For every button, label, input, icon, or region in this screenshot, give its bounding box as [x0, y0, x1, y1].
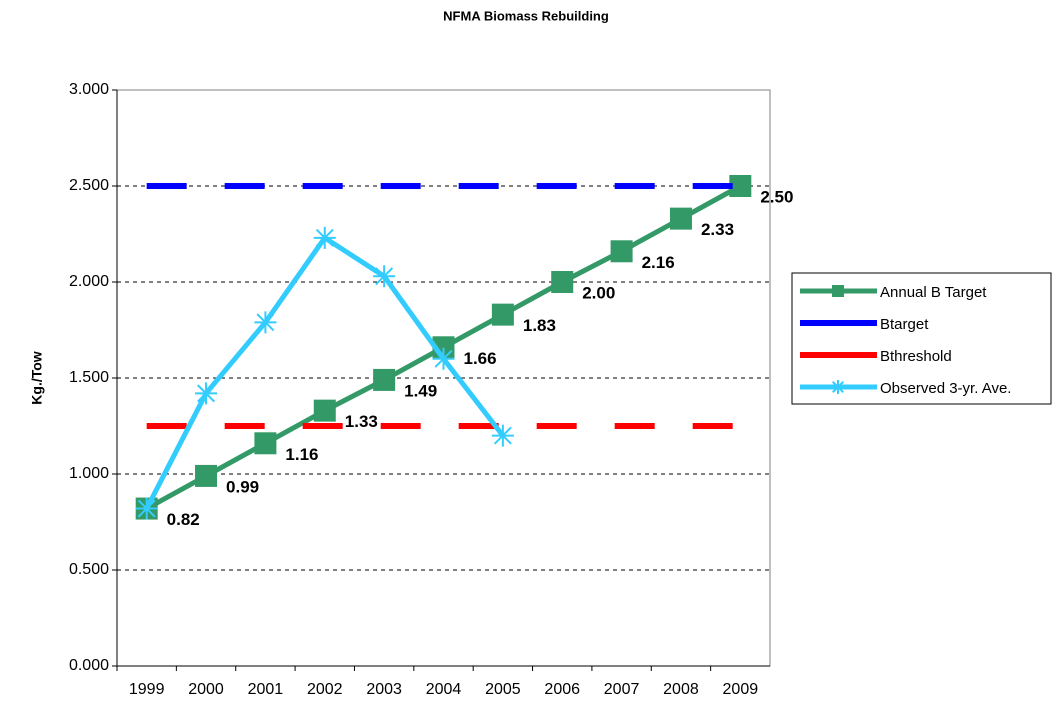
- y-tick-label: 1.500: [69, 369, 109, 386]
- x-tick-label: 2008: [663, 681, 699, 698]
- x-tick-label: 2003: [366, 681, 402, 698]
- marker: [373, 265, 396, 288]
- x-tick-label: 2004: [426, 681, 462, 698]
- y-tick-label: 0.000: [69, 657, 109, 674]
- legend-label: Observed 3-yr. Ave.: [880, 380, 1011, 397]
- marker: [669, 207, 692, 230]
- y-tick-label: 0.500: [69, 561, 109, 578]
- y-tick-label: 2.500: [69, 177, 109, 194]
- legend: Annual B Target Btarget Bthreshold Observed…: [791, 272, 1052, 405]
- y-axis-label: Kg./Tow: [29, 351, 45, 405]
- legend-marker: [832, 285, 844, 297]
- marker: [313, 399, 336, 422]
- chart-title: NFMA Biomass Rebuilding: [443, 8, 609, 23]
- data-label: 0.82: [167, 510, 200, 529]
- y-tick-label: 1.000: [69, 465, 109, 482]
- legend-marker: [831, 380, 845, 394]
- x-tick-label: 2002: [307, 681, 343, 698]
- marker: [135, 497, 158, 520]
- legend-label: Annual B Target: [880, 284, 987, 301]
- marker: [254, 432, 277, 455]
- marker: [254, 311, 277, 334]
- marker: [313, 226, 336, 249]
- marker: [195, 464, 218, 487]
- legend-label: Bthreshold: [880, 348, 952, 365]
- marker: [729, 175, 752, 197]
- data-label: 1.83: [523, 316, 556, 335]
- data-label: 2.50: [760, 187, 793, 206]
- marker: [551, 271, 574, 293]
- data-label: 2.16: [642, 253, 675, 272]
- x-tick-label: 2006: [544, 681, 580, 698]
- x-tick-label: 2000: [188, 681, 224, 698]
- data-label: 1.66: [464, 349, 497, 368]
- x-tick-label: 2007: [604, 681, 640, 698]
- x-tick-label: 2001: [248, 681, 284, 698]
- marker: [491, 424, 514, 447]
- y-tick-label: 3.000: [69, 81, 109, 98]
- marker: [373, 368, 396, 391]
- marker: [491, 303, 514, 326]
- x-tick-label: 2005: [485, 681, 521, 698]
- data-label: 2.33: [701, 220, 734, 239]
- marker: [610, 240, 633, 263]
- marker: [195, 382, 218, 405]
- data-label: 1.16: [285, 445, 318, 464]
- data-label: 1.49: [404, 381, 437, 400]
- x-tick-label: 2009: [723, 681, 759, 698]
- x-tick-label: 1999: [129, 681, 165, 698]
- data-label: 0.99: [226, 477, 259, 496]
- data-label: 1.33: [345, 412, 378, 431]
- legend-label: Btarget: [880, 316, 929, 333]
- y-tick-label: 2.000: [69, 273, 109, 290]
- marker: [432, 347, 455, 370]
- data-label: 2.00: [582, 283, 615, 302]
